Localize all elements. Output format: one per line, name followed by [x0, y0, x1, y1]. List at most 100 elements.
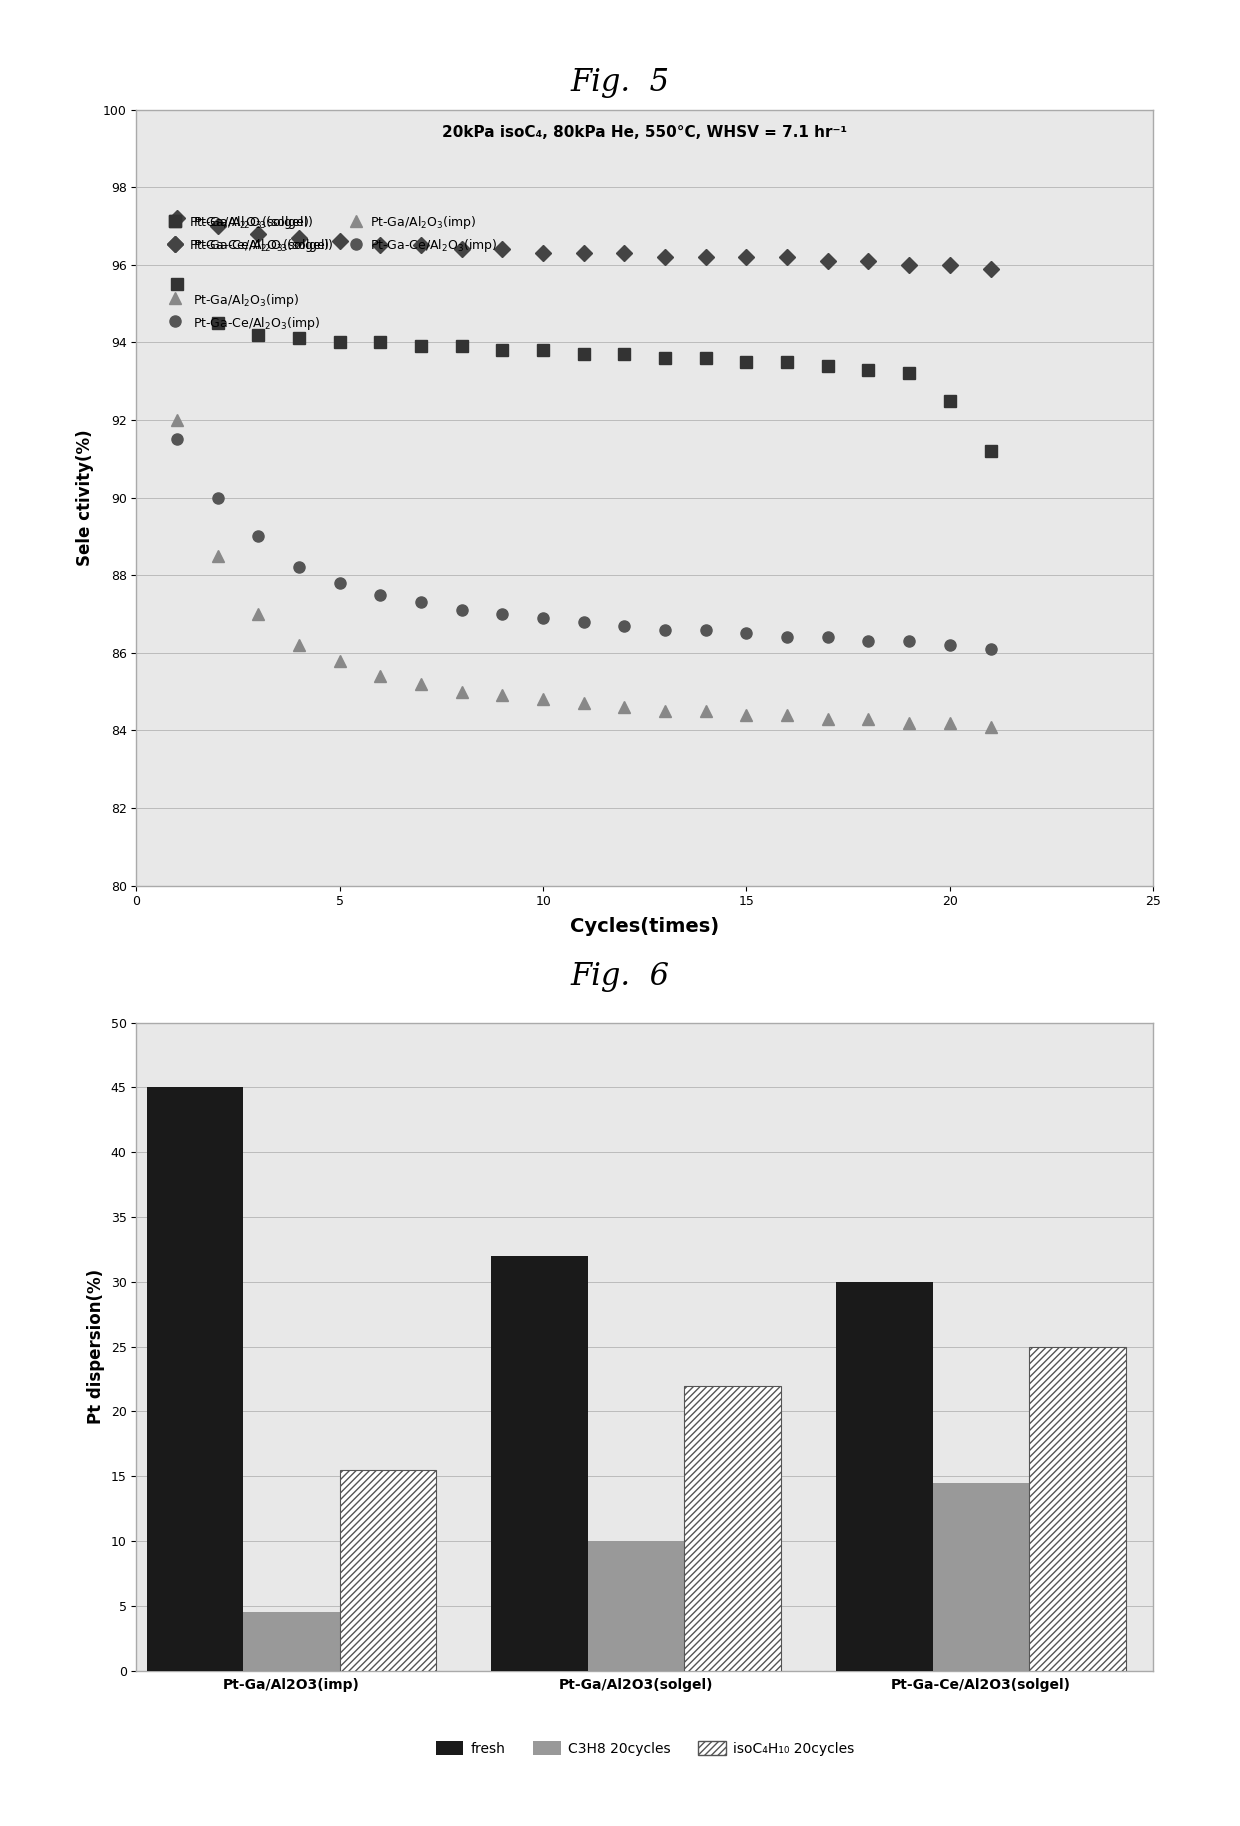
Pt-Ga-Ce/Al$_2$O$_3$(solgel) — [618, 243, 632, 265]
Text: Fig.  5: Fig. 5 — [570, 68, 670, 97]
Pt-Ga-Ce/Al$_2$O$_3$(solgel) — [577, 243, 591, 265]
Pt-Ga/Al$_2$O$_3$(solgel) — [170, 274, 185, 296]
Pt-Ga-Ce/Al$_2$O$_3$(imp) — [780, 626, 795, 648]
Pt-Ga/Al$_2$O$_3$(solgel) — [861, 358, 875, 380]
Pt-Ga-Ce/Al$_2$O$_3$(imp) — [414, 592, 429, 614]
Line: Pt-Ga-Ce/Al$_2$O$_3$(solgel): Pt-Ga-Ce/Al$_2$O$_3$(solgel) — [171, 212, 996, 274]
Pt-Ga-Ce/Al$_2$O$_3$(solgel) — [983, 257, 998, 279]
Pt-Ga-Ce/Al$_2$O$_3$(imp) — [332, 572, 347, 593]
Pt-Ga-Ce/Al$_2$O$_3$(imp) — [821, 626, 836, 648]
Pt-Ga/Al$_2$O$_3$(imp) — [495, 685, 510, 707]
X-axis label: Cycles(times): Cycles(times) — [570, 917, 719, 935]
Pt-Ga/Al$_2$O$_3$(solgel) — [373, 331, 388, 352]
Pt-Ga/Al$_2$O$_3$(imp) — [861, 708, 875, 730]
Pt-Ga/Al$_2$O$_3$(solgel) — [821, 354, 836, 376]
Pt-Ga/Al$_2$O$_3$(imp) — [739, 703, 754, 725]
Pt-Ga-Ce/Al$_2$O$_3$(solgel) — [942, 254, 957, 276]
Pt-Ga-Ce/Al$_2$O$_3$(imp) — [901, 630, 916, 652]
Pt-Ga/Al$_2$O$_3$(solgel) — [211, 312, 226, 334]
Pt-Ga/Al$_2$O$_3$(imp) — [983, 716, 998, 738]
Bar — [491, 1256, 588, 1671]
Pt-Ga-Ce/Al$_2$O$_3$(solgel) — [780, 247, 795, 268]
Pt-Ga-Ce/Al$_2$O$_3$(imp) — [861, 630, 875, 652]
Pt-Ga/Al$_2$O$_3$(imp) — [942, 712, 957, 734]
Pt-Ga-Ce/Al$_2$O$_3$(imp) — [250, 526, 265, 548]
Bar — [932, 1483, 1029, 1671]
Bar — [836, 1282, 932, 1671]
Pt-Ga-Ce/Al$_2$O$_3$(solgel) — [657, 247, 672, 268]
Bar — [588, 1541, 684, 1671]
Pt-Ga/Al$_2$O$_3$(imp) — [657, 699, 672, 721]
Bar — [1029, 1348, 1126, 1671]
Pt-Ga-Ce/Al$_2$O$_3$(solgel) — [739, 247, 754, 268]
Pt-Ga/Al$_2$O$_3$(imp) — [780, 703, 795, 725]
Pt-Ga/Al$_2$O$_3$(imp) — [291, 634, 306, 656]
Pt-Ga/Al$_2$O$_3$(imp) — [577, 692, 591, 714]
Line: Pt-Ga/Al$_2$O$_3$(imp): Pt-Ga/Al$_2$O$_3$(imp) — [171, 415, 996, 732]
Text: 20kPa isoC₄, 80kPa He, 550°C, WHSV = 7.1 hr⁻¹: 20kPa isoC₄, 80kPa He, 550°C, WHSV = 7.1… — [443, 126, 847, 141]
Pt-Ga-Ce/Al$_2$O$_3$(imp) — [495, 603, 510, 624]
Pt-Ga/Al$_2$O$_3$(solgel) — [536, 340, 551, 362]
Bar — [684, 1386, 781, 1671]
Pt-Ga-Ce/Al$_2$O$_3$(solgel) — [373, 234, 388, 256]
Pt-Ga-Ce/Al$_2$O$_3$(solgel) — [821, 250, 836, 272]
Pt-Ga/Al$_2$O$_3$(solgel) — [657, 347, 672, 369]
Y-axis label: Sele ctivity(%): Sele ctivity(%) — [77, 429, 94, 566]
Pt-Ga-Ce/Al$_2$O$_3$(solgel) — [454, 237, 469, 259]
Pt-Ga-Ce/Al$_2$O$_3$(imp) — [698, 619, 713, 641]
Pt-Ga-Ce/Al$_2$O$_3$(imp) — [536, 606, 551, 628]
Pt-Ga/Al$_2$O$_3$(imp) — [332, 650, 347, 672]
Legend: Pt-Ga/Al$_2$O$_3$(solgel), Pt-Ga-Ce/Al$_2$O$_3$(solgel), Pt-Ga/Al$_2$O$_3$(imp),: Pt-Ga/Al$_2$O$_3$(solgel), Pt-Ga-Ce/Al$_… — [162, 208, 502, 259]
Pt-Ga/Al$_2$O$_3$(solgel) — [332, 331, 347, 352]
Pt-Ga/Al$_2$O$_3$(imp) — [698, 699, 713, 721]
Line: Pt-Ga-Ce/Al$_2$O$_3$(imp): Pt-Ga-Ce/Al$_2$O$_3$(imp) — [171, 435, 996, 654]
Pt-Ga-Ce/Al$_2$O$_3$(solgel) — [250, 223, 265, 245]
Pt-Ga-Ce/Al$_2$O$_3$(imp) — [657, 619, 672, 641]
Line: Pt-Ga/Al$_2$O$_3$(solgel): Pt-Ga/Al$_2$O$_3$(solgel) — [171, 279, 996, 456]
Pt-Ga-Ce/Al$_2$O$_3$(solgel) — [332, 230, 347, 252]
Pt-Ga/Al$_2$O$_3$(imp) — [373, 665, 388, 687]
Pt-Ga/Al$_2$O$_3$(solgel) — [698, 347, 713, 369]
Pt-Ga-Ce/Al$_2$O$_3$(imp) — [291, 557, 306, 579]
Pt-Ga-Ce/Al$_2$O$_3$(imp) — [942, 634, 957, 656]
Pt-Ga-Ce/Al$_2$O$_3$(imp) — [211, 486, 226, 508]
Pt-Ga/Al$_2$O$_3$(imp) — [250, 603, 265, 624]
Text: Fig.  6: Fig. 6 — [570, 962, 670, 992]
Pt-Ga/Al$_2$O$_3$(imp) — [211, 544, 226, 566]
Pt-Ga-Ce/Al$_2$O$_3$(solgel) — [291, 226, 306, 248]
Pt-Ga/Al$_2$O$_3$(solgel) — [780, 351, 795, 373]
Pt-Ga-Ce/Al$_2$O$_3$(solgel) — [861, 250, 875, 272]
Pt-Ga-Ce/Al$_2$O$_3$(solgel) — [414, 234, 429, 256]
Pt-Ga-Ce/Al$_2$O$_3$(imp) — [618, 615, 632, 637]
Pt-Ga-Ce/Al$_2$O$_3$(solgel) — [495, 237, 510, 259]
Pt-Ga/Al$_2$O$_3$(imp) — [536, 688, 551, 710]
Pt-Ga-Ce/Al$_2$O$_3$(solgel) — [211, 215, 226, 237]
Pt-Ga/Al$_2$O$_3$(solgel) — [577, 343, 591, 365]
Pt-Ga/Al$_2$O$_3$(imp) — [170, 409, 185, 431]
Pt-Ga/Al$_2$O$_3$(solgel) — [618, 343, 632, 365]
Pt-Ga-Ce/Al$_2$O$_3$(imp) — [170, 429, 185, 451]
Pt-Ga/Al$_2$O$_3$(solgel) — [942, 389, 957, 411]
Pt-Ga/Al$_2$O$_3$(solgel) — [414, 336, 429, 358]
Pt-Ga/Al$_2$O$_3$(imp) — [618, 696, 632, 718]
Pt-Ga/Al$_2$O$_3$(solgel) — [983, 440, 998, 462]
Pt-Ga-Ce/Al$_2$O$_3$(imp) — [373, 584, 388, 606]
Pt-Ga/Al$_2$O$_3$(solgel) — [739, 351, 754, 373]
Pt-Ga-Ce/Al$_2$O$_3$(solgel) — [170, 206, 185, 228]
Pt-Ga-Ce/Al$_2$O$_3$(solgel) — [901, 254, 916, 276]
Pt-Ga-Ce/Al$_2$O$_3$(imp) — [983, 637, 998, 659]
Legend: fresh, C3H8 20cycles, isoC₄H₁₀ 20cycles: fresh, C3H8 20cycles, isoC₄H₁₀ 20cycles — [430, 1735, 859, 1760]
Bar — [340, 1470, 436, 1671]
Pt-Ga-Ce/Al$_2$O$_3$(solgel) — [698, 247, 713, 268]
Pt-Ga/Al$_2$O$_3$(solgel) — [291, 327, 306, 349]
Pt-Ga/Al$_2$O$_3$(imp) — [901, 712, 916, 734]
Pt-Ga-Ce/Al$_2$O$_3$(imp) — [739, 623, 754, 645]
Pt-Ga/Al$_2$O$_3$(imp) — [821, 708, 836, 730]
Pt-Ga-Ce/Al$_2$O$_3$(imp) — [454, 599, 469, 621]
Bar — [146, 1088, 243, 1671]
Pt-Ga/Al$_2$O$_3$(solgel) — [495, 340, 510, 362]
Pt-Ga/Al$_2$O$_3$(imp) — [414, 672, 429, 694]
Pt-Ga/Al$_2$O$_3$(solgel) — [901, 362, 916, 383]
Pt-Ga/Al$_2$O$_3$(solgel) — [454, 336, 469, 358]
Pt-Ga/Al$_2$O$_3$(imp) — [454, 681, 469, 703]
